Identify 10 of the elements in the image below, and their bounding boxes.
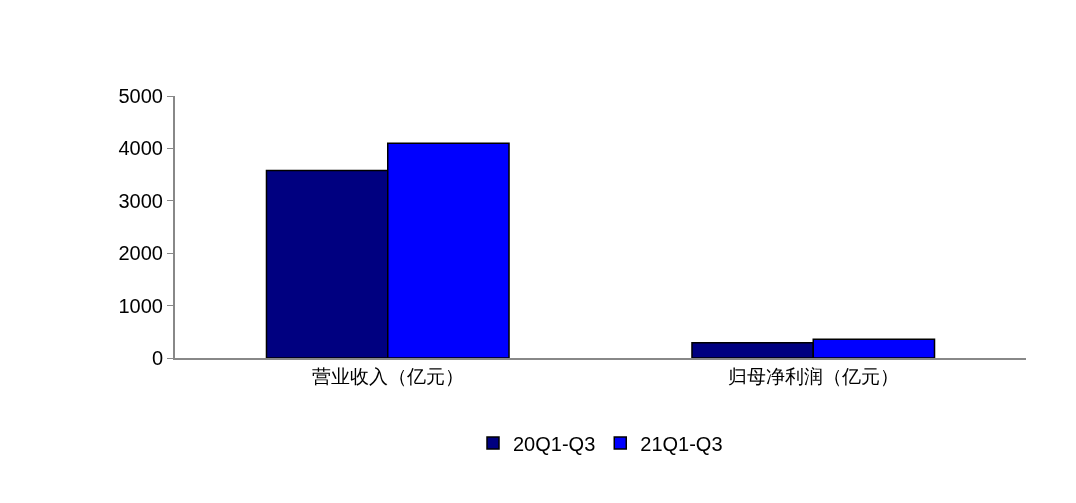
x-tick-label: 归母净利润（亿元） <box>727 365 899 387</box>
y-tick-label: 4000 <box>118 137 163 160</box>
y-tick-label: 5000 <box>118 85 163 107</box>
legend-label: 20Q1-Q3 <box>513 432 596 455</box>
x-tick-label: 营业收入（亿元） <box>311 365 464 387</box>
y-tick-label: 0 <box>151 347 163 369</box>
legend-label: 21Q1-Q3 <box>640 432 723 455</box>
y-tick-label: 3000 <box>118 189 163 212</box>
y-tick-label: 2000 <box>118 242 163 265</box>
y-tick-label: 1000 <box>118 294 163 317</box>
